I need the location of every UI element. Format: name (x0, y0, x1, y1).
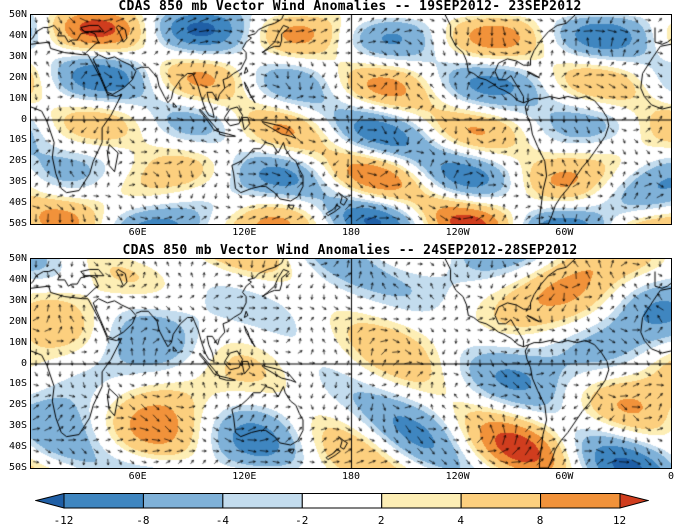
lon-tick-label: 60W (555, 227, 574, 238)
lat-tick-label: 50N (8, 253, 27, 264)
colorbar-arrow-left (33, 492, 64, 509)
lat-tick-label: 30S (8, 420, 27, 432)
colorbar-tick-label: 8 (536, 514, 544, 527)
lon-tick-label: 120E (232, 227, 257, 238)
panel-top: CDAS 850 mb Vector Wind Anomalies -- 19S… (0, 0, 683, 242)
lat-tick-label: 20S (8, 399, 27, 411)
lat-tick-label: 10N (8, 92, 27, 104)
map-canvas-bottom (30, 258, 672, 469)
lat-tick-label: 30N (8, 50, 27, 62)
lat-tick-label: 20N (8, 71, 27, 83)
colorbar-tick-label: 12 (612, 514, 627, 527)
lat-tick-label: 10S (8, 378, 27, 390)
lon-tick-label: 120E (232, 471, 257, 482)
lon-tick-label: 60E (128, 227, 147, 238)
panel-title: CDAS 850 mb Vector Wind Anomalies -- 24S… (122, 243, 578, 258)
lat-tick-label: 50N (8, 9, 27, 20)
lat-tick-label: 20S (8, 155, 27, 167)
lon-tick-label: 180 (341, 227, 361, 238)
map-canvas-top (30, 14, 672, 225)
lat-tick-label: 10S (8, 134, 27, 146)
lat-tick-label: 0 (20, 113, 27, 125)
colorbar-segment (142, 493, 223, 509)
lon-tick-label: 60E (128, 471, 147, 482)
colorbar-labels: -12 -8 -4 -2 2 4 8 12 (35, 515, 649, 528)
lat-tick-label: 40S (8, 441, 27, 453)
colorbar-tick-label: 2 (377, 514, 385, 527)
lat-tick-label: 50S (8, 462, 27, 473)
colorbar-tick-label: -2 (295, 514, 309, 527)
lat-tick-label: 30N (8, 294, 27, 306)
colorbar-segment (539, 493, 621, 509)
lon-tick-label: 120W (445, 227, 470, 238)
lat-tick-label: 10N (8, 336, 27, 348)
colorbar-segment (380, 493, 462, 509)
colorbar-svg (33, 492, 650, 509)
lat-tick-label: 30S (8, 176, 27, 188)
colorbar-tick-label: -8 (136, 514, 150, 527)
lon-tick-label: 180 (341, 471, 361, 482)
colorbar-tick-label: -12 (53, 514, 74, 527)
lon-tick-label: 120W (445, 471, 470, 482)
map-plot-area-top: 50N 40N 30N 20N 10N 0 10S 20S 30S 40S 50S 60E 120E 18… (9, 10, 672, 238)
lat-tick-label: 0 (20, 357, 27, 369)
panel-bottom: CDAS 850 mb Vector Wind Anomalies -- 24S… (0, 244, 683, 486)
colorbar-segment (301, 493, 382, 509)
lat-tick-label: 40N (8, 273, 27, 285)
lat-tick-label: 20N (8, 315, 27, 327)
colorbar-tick-label: -4 (215, 514, 229, 527)
lat-tick-label: 40N (8, 29, 27, 41)
colorbar-segment (460, 493, 541, 509)
panel-title: CDAS 850 mb Vector Wind Anomalies -- 19S… (118, 0, 582, 14)
lon-tick-label: 60W (555, 471, 574, 482)
colorbar-segment (221, 493, 303, 509)
colorbar-arrow-right (619, 492, 650, 509)
lat-tick-label: 50S (8, 218, 27, 229)
map-plot-area-bottom: 50N 40N 30N 20N 10N 0 10S 20S 30S 40S 50S 60E 120E 18… (9, 254, 674, 482)
lat-tick-label: 40S (8, 197, 27, 209)
colorbar-segment (63, 493, 144, 509)
lon-tick-label: 0 (667, 471, 675, 482)
colorbar (33, 492, 650, 513)
colorbar-tick-label: 4 (457, 514, 464, 527)
